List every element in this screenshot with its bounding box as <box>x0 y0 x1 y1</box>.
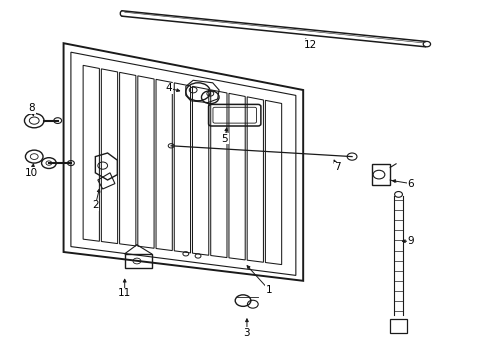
Text: 8: 8 <box>28 103 35 113</box>
Text: 5: 5 <box>221 134 228 144</box>
Text: 9: 9 <box>407 236 413 246</box>
Text: 11: 11 <box>118 288 131 298</box>
Text: 2: 2 <box>92 200 99 210</box>
Text: 3: 3 <box>243 328 250 338</box>
Text: 7: 7 <box>333 162 340 172</box>
Text: 1: 1 <box>265 285 272 295</box>
Text: 10: 10 <box>25 168 38 178</box>
Text: 12: 12 <box>303 40 317 50</box>
Text: 6: 6 <box>407 179 413 189</box>
Text: 4: 4 <box>165 83 172 93</box>
